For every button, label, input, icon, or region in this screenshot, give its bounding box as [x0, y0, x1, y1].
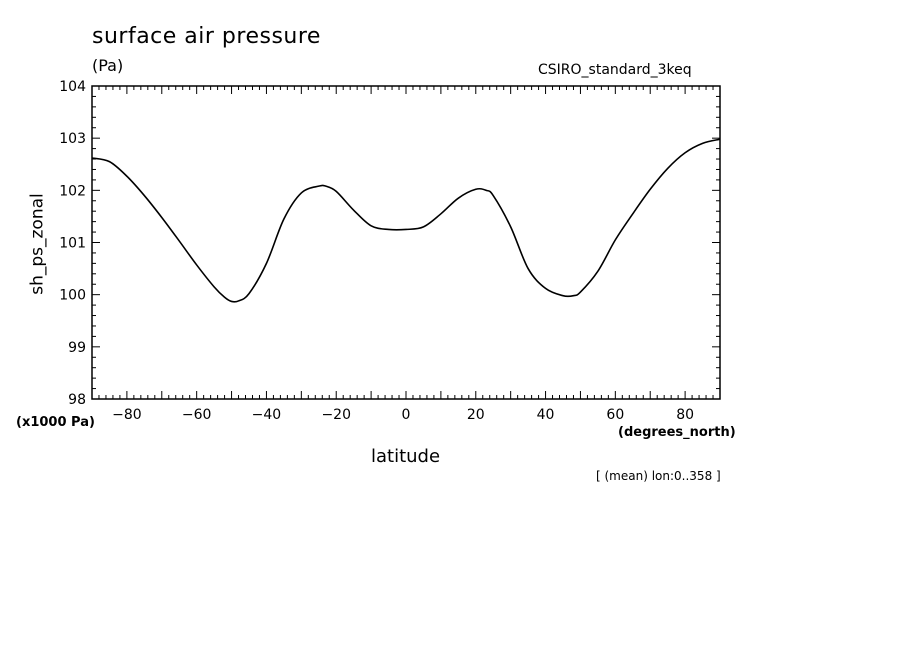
x-tick-label: −40 — [252, 407, 282, 423]
y-tick-label: 102 — [59, 183, 86, 199]
chart-title: surface air pressure — [92, 24, 321, 49]
y-tick-label: 104 — [59, 79, 86, 95]
y-tick-label: 99 — [68, 340, 86, 356]
y-tick-label: 101 — [59, 236, 86, 252]
y-units-label: (x1000 Pa) — [16, 415, 95, 430]
x-tick-label: 80 — [676, 407, 694, 423]
source-label: CSIRO_standard_3keq — [538, 62, 692, 78]
x-tick-label: 60 — [606, 407, 624, 423]
footnote: [ (mean) lon:0..358 ] — [596, 469, 721, 483]
y-tick-label: 98 — [68, 392, 86, 408]
units-label: (Pa) — [92, 56, 124, 75]
x-tick-label: −60 — [182, 407, 212, 423]
x-units-label: (degrees_north) — [618, 425, 736, 440]
x-axis-title: latitude — [371, 446, 441, 467]
x-tick-label: −20 — [321, 407, 351, 423]
plot-frame — [91, 85, 721, 400]
x-tick-label: 40 — [537, 407, 555, 423]
x-tick-label: 20 — [467, 407, 485, 423]
x-tick-label: −80 — [112, 407, 142, 423]
y-tick-label: 103 — [59, 131, 86, 147]
y-axis-title: sh_ps_zonal — [27, 193, 48, 295]
x-tick-label: 0 — [402, 407, 411, 423]
y-tick-label: 100 — [59, 288, 86, 304]
series-line — [91, 138, 721, 303]
